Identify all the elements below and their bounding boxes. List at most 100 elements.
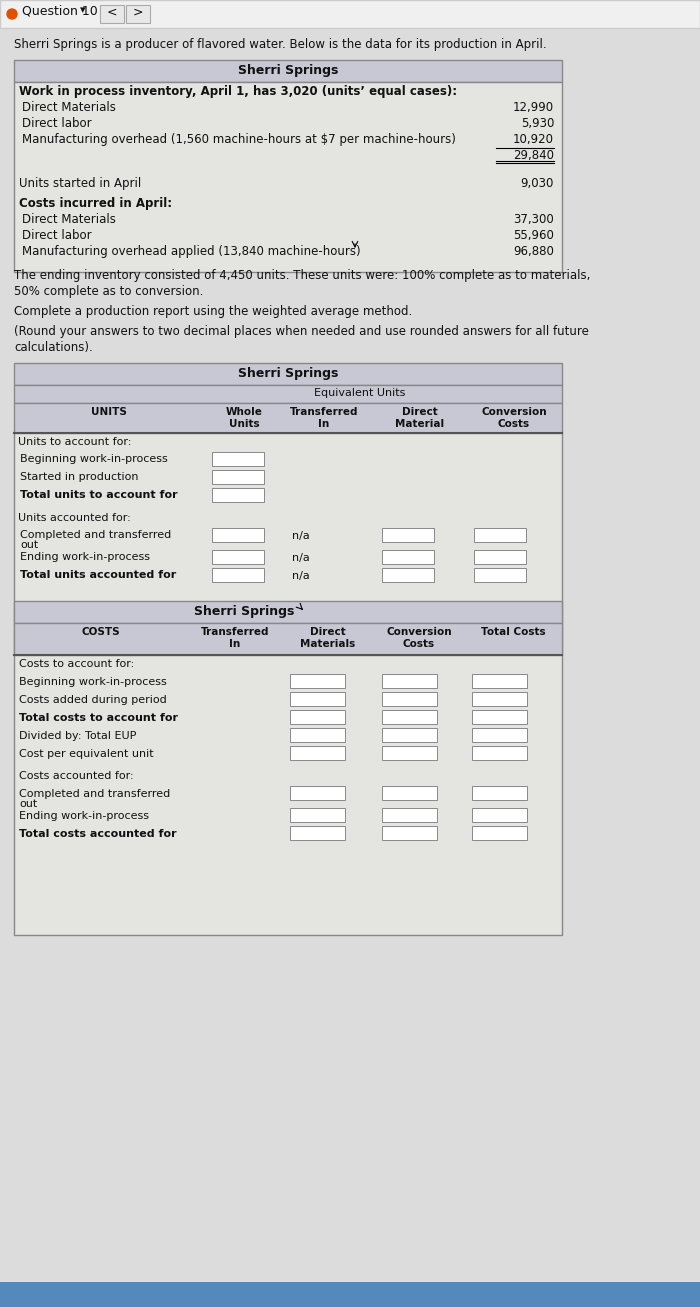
Bar xyxy=(290,691,345,706)
Text: Total Costs: Total Costs xyxy=(481,627,545,637)
Text: Complete a production report using the weighted average method.: Complete a production report using the w… xyxy=(14,305,412,318)
Text: Conversion
Costs: Conversion Costs xyxy=(481,406,547,430)
Text: Costs incurred in April:: Costs incurred in April: xyxy=(19,197,172,210)
Text: Whole
Units: Whole Units xyxy=(225,406,262,430)
Bar xyxy=(290,710,345,724)
Bar xyxy=(212,488,264,502)
Text: Transferred
In: Transferred In xyxy=(290,406,358,430)
Text: COSTS: COSTS xyxy=(82,627,120,637)
Bar xyxy=(472,728,527,742)
Bar xyxy=(0,0,700,27)
Bar xyxy=(472,710,527,724)
Text: 9,030: 9,030 xyxy=(521,176,554,190)
Bar xyxy=(212,471,264,484)
Text: Ending work-in-process: Ending work-in-process xyxy=(19,812,149,821)
Bar xyxy=(14,601,562,623)
Text: Divided by: Total EUP: Divided by: Total EUP xyxy=(19,731,136,741)
Bar xyxy=(472,746,527,759)
Bar xyxy=(474,528,526,542)
Bar xyxy=(472,808,527,822)
Text: Direct Materials: Direct Materials xyxy=(22,101,116,114)
Bar xyxy=(382,569,434,582)
Bar xyxy=(472,674,527,687)
Text: Direct labor: Direct labor xyxy=(22,229,92,242)
Text: Work in process inventory, April 1, has 3,020 (units’ equal cases):: Work in process inventory, April 1, has … xyxy=(19,85,457,98)
Text: Completed and transferred: Completed and transferred xyxy=(20,531,172,540)
Bar xyxy=(14,60,562,82)
Bar xyxy=(382,746,437,759)
Text: Direct
Material: Direct Material xyxy=(395,406,444,430)
Text: Direct
Materials: Direct Materials xyxy=(300,627,356,650)
Text: Transferred
In: Transferred In xyxy=(201,627,270,650)
Bar xyxy=(14,363,562,386)
Bar xyxy=(382,710,437,724)
Bar xyxy=(290,808,345,822)
Text: Sherri Springs: Sherri Springs xyxy=(194,605,294,618)
Bar xyxy=(472,786,527,800)
Bar xyxy=(14,403,562,433)
Bar xyxy=(382,528,434,542)
Text: 55,960: 55,960 xyxy=(513,229,554,242)
Text: Manufacturing overhead (1,560 machine-hours at $7 per machine-hours): Manufacturing overhead (1,560 machine-ho… xyxy=(22,133,456,146)
Bar xyxy=(212,528,264,542)
Text: Conversion
Costs: Conversion Costs xyxy=(386,627,452,650)
Circle shape xyxy=(7,9,17,20)
Bar xyxy=(382,550,434,565)
Bar xyxy=(290,728,345,742)
Text: Costs added during period: Costs added during period xyxy=(19,695,167,704)
Bar xyxy=(100,5,124,24)
Bar xyxy=(0,1282,700,1307)
Text: 96,880: 96,880 xyxy=(513,244,554,257)
Bar xyxy=(290,674,345,687)
Bar xyxy=(382,826,437,840)
Text: <: < xyxy=(107,7,118,20)
Text: n/a: n/a xyxy=(292,553,309,563)
Bar xyxy=(212,550,264,565)
Text: Ending work-in-process: Ending work-in-process xyxy=(20,552,150,562)
Bar xyxy=(290,746,345,759)
Text: Completed and transferred: Completed and transferred xyxy=(19,789,170,799)
Text: Total units accounted for: Total units accounted for xyxy=(20,570,176,580)
Bar xyxy=(474,569,526,582)
Text: Units accounted for:: Units accounted for: xyxy=(18,514,131,523)
Bar xyxy=(290,786,345,800)
Text: 12,990: 12,990 xyxy=(513,101,554,114)
Bar xyxy=(474,550,526,565)
Bar xyxy=(382,808,437,822)
Text: Units started in April: Units started in April xyxy=(19,176,141,190)
Text: 5,930: 5,930 xyxy=(521,118,554,129)
Text: The ending inventory consisted of 4,450 units. These units were: 100% complete a: The ending inventory consisted of 4,450 … xyxy=(14,269,590,298)
Text: 10,920: 10,920 xyxy=(513,133,554,146)
Bar xyxy=(14,433,562,654)
Bar xyxy=(382,786,437,800)
Text: (Round your answers to two decimal places when needed and use rounded answers fo: (Round your answers to two decimal place… xyxy=(14,325,589,354)
Text: Question 10: Question 10 xyxy=(22,4,98,17)
Text: Beginning work-in-process: Beginning work-in-process xyxy=(20,454,168,464)
Bar xyxy=(382,674,437,687)
Bar xyxy=(14,623,562,655)
Text: Started in production: Started in production xyxy=(20,472,139,482)
Text: n/a: n/a xyxy=(292,531,309,541)
Bar xyxy=(14,386,562,403)
Text: out: out xyxy=(20,540,38,550)
Bar xyxy=(382,728,437,742)
Text: Costs accounted for:: Costs accounted for: xyxy=(19,771,134,782)
Text: ▾: ▾ xyxy=(80,5,85,14)
Text: Total costs accounted for: Total costs accounted for xyxy=(19,829,176,839)
Text: Sherri Springs is a producer of flavored water. Below is the data for its produc: Sherri Springs is a producer of flavored… xyxy=(14,38,547,51)
Bar xyxy=(382,691,437,706)
Bar xyxy=(212,569,264,582)
Text: Total units to account for: Total units to account for xyxy=(20,490,178,501)
Text: Direct Materials: Direct Materials xyxy=(22,213,116,226)
Text: n/a: n/a xyxy=(292,571,309,582)
Bar xyxy=(14,82,562,272)
Bar xyxy=(290,826,345,840)
Text: UNITS: UNITS xyxy=(91,406,127,417)
Text: Direct labor: Direct labor xyxy=(22,118,92,129)
Text: Units to account for:: Units to account for: xyxy=(18,437,132,447)
Bar xyxy=(472,691,527,706)
Text: Costs to account for:: Costs to account for: xyxy=(19,659,134,669)
Text: Sherri Springs: Sherri Springs xyxy=(238,64,338,77)
Text: >: > xyxy=(133,7,144,20)
Text: Equivalent Units: Equivalent Units xyxy=(314,388,405,399)
